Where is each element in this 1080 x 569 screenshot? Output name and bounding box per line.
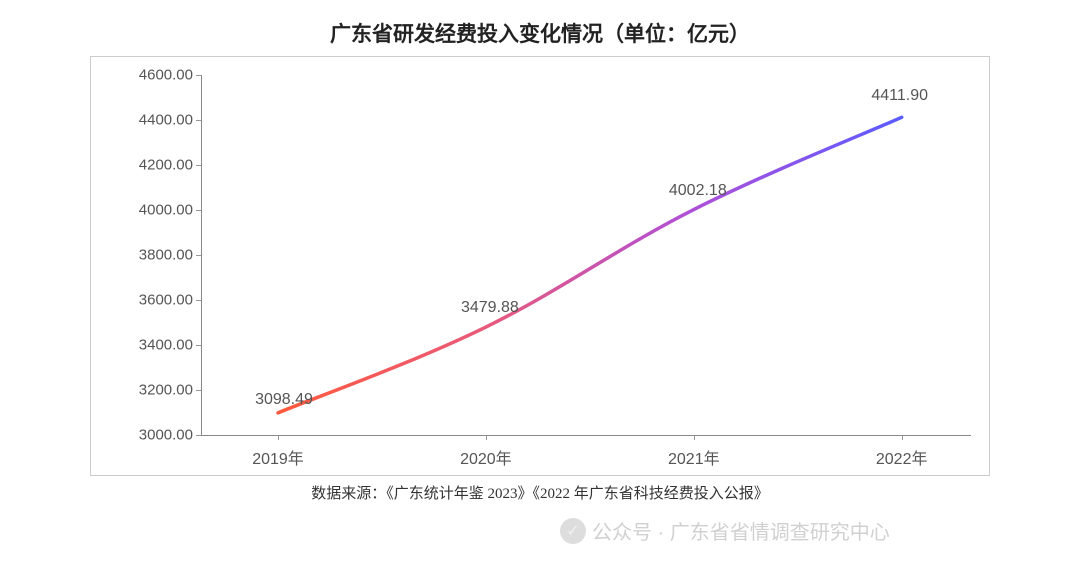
- data-label: 3098.49: [255, 391, 313, 409]
- data-label: 4411.90: [871, 87, 928, 105]
- y-tick-mark: [196, 120, 201, 121]
- x-tick-mark: [902, 435, 903, 440]
- data-label: 4002.18: [669, 182, 727, 200]
- y-tick-label: 4200.00: [139, 157, 201, 174]
- line-series: [201, 75, 971, 435]
- y-tick-label: 4400.00: [139, 112, 201, 129]
- x-tick-label: 2019年: [252, 435, 304, 469]
- data-label: 3479.88: [461, 299, 519, 317]
- y-tick-label: 3600.00: [139, 292, 201, 309]
- y-tick-label: 3000.00: [139, 427, 201, 444]
- y-tick-mark: [196, 255, 201, 256]
- y-tick-mark: [196, 75, 201, 76]
- y-tick-mark: [196, 210, 201, 211]
- x-axis-line: [201, 435, 971, 436]
- y-tick-label: 3400.00: [139, 337, 201, 354]
- y-tick-mark: [196, 165, 201, 166]
- x-tick-mark: [486, 435, 487, 440]
- y-tick-label: 3800.00: [139, 247, 201, 264]
- y-tick-label: 4600.00: [139, 67, 201, 84]
- x-tick-mark: [278, 435, 279, 440]
- x-tick-label: 2020年: [460, 435, 512, 469]
- chart-title: 广东省研发经费投入变化情况（单位：亿元）: [0, 0, 1080, 56]
- wechat-icon: ✓: [560, 518, 586, 544]
- watermark-text: 公众号 · 广东省省情调查研究中心: [592, 516, 890, 545]
- y-tick-label: 4000.00: [139, 202, 201, 219]
- y-tick-mark: [196, 435, 201, 436]
- x-tick-label: 2021年: [668, 435, 720, 469]
- x-tick-label: 2022年: [876, 435, 928, 469]
- y-tick-mark: [196, 390, 201, 391]
- plot-area: 3000.003200.003400.003600.003800.004000.…: [201, 75, 971, 435]
- y-tick-mark: [196, 300, 201, 301]
- y-tick-mark: [196, 345, 201, 346]
- watermark: ✓ 公众号 · 广东省省情调查研究中心: [560, 516, 890, 545]
- data-source: 数据来源：《广东统计年鉴 2023》《2022 年广东省科技经费投入公报》: [0, 482, 1080, 503]
- chart-container: 3000.00 3200.00 3400.00 3600.00 3800.00 4000.…: [90, 56, 990, 476]
- y-tick-label: 3200.00: [139, 382, 201, 399]
- x-tick-mark: [694, 435, 695, 440]
